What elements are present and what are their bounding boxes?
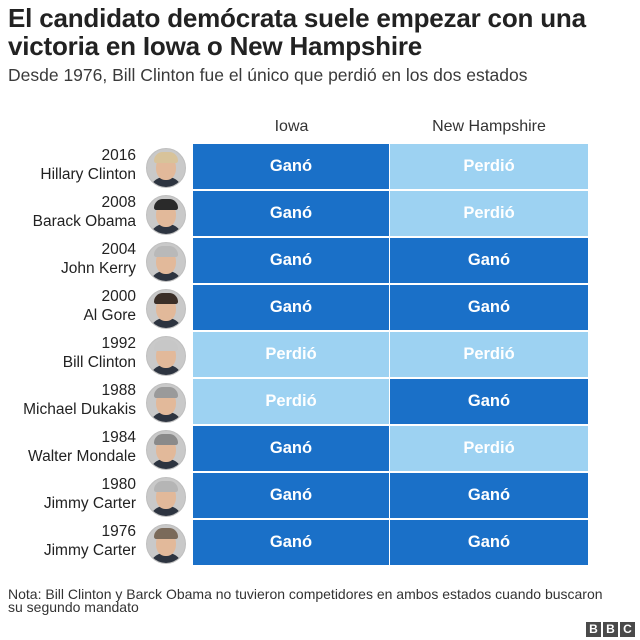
candidate-name: Barack Obama: [32, 213, 136, 230]
chart-title: El candidato demócrata suele empezar con…: [8, 3, 586, 61]
candidate-year: 1980: [101, 476, 136, 493]
candidate-year: 1984: [101, 429, 136, 446]
barack-obama-portrait: [146, 195, 186, 235]
result-cell-new-hampshire: Ganó: [390, 285, 588, 330]
michael-dukakis-portrait: [146, 383, 186, 423]
candidate-label: 1976 Jimmy Carter: [0, 522, 136, 560]
result-cell-new-hampshire: Ganó: [390, 238, 588, 283]
candidate-name: Jimmy Carter: [43, 542, 136, 559]
candidate-year: 2008: [101, 194, 136, 211]
result-cell-iowa: Ganó: [193, 191, 389, 236]
candidate-year: 1992: [101, 335, 136, 352]
result-cell-iowa: Ganó: [193, 285, 389, 330]
result-cell-new-hampshire: Ganó: [390, 379, 588, 424]
bbc-logo-letter-c: C: [620, 622, 635, 637]
result-cell-iowa: Ganó: [193, 426, 389, 471]
table-row: 2016 Hillary Clinton Ganó Perdió: [0, 144, 640, 191]
candidate-name: Bill Clinton: [62, 354, 136, 371]
table-row: 1976 Jimmy Carter Ganó Ganó: [0, 520, 640, 567]
table-row: 1980 Jimmy Carter Ganó Ganó: [0, 473, 640, 520]
result-cell-iowa: Ganó: [193, 520, 389, 565]
candidate-year: 2016: [101, 147, 136, 164]
result-cell-iowa: Ganó: [193, 238, 389, 283]
footnote: Nota: Bill Clinton y Barck Obama no tuvi…: [8, 586, 603, 615]
table-row: 1992 Bill Clinton Perdió Perdió: [0, 332, 640, 379]
result-cell-new-hampshire: Ganó: [390, 520, 588, 565]
hillary-clinton-portrait: [146, 148, 186, 188]
candidate-name: John Kerry: [61, 260, 136, 277]
candidate-name: Walter Mondale: [28, 448, 136, 465]
jimmy-carter-portrait: [146, 524, 186, 564]
candidate-label: 1992 Bill Clinton: [0, 334, 136, 372]
bbc-logo: B B C: [586, 622, 635, 637]
column-header-new-hampshire: New Hampshire: [432, 118, 546, 135]
al-gore-portrait: [146, 289, 186, 329]
result-cell-iowa: Perdió: [193, 332, 389, 377]
candidate-year: 1988: [101, 382, 136, 399]
result-cell-new-hampshire: Perdió: [390, 191, 588, 236]
table-row: 1984 Walter Mondale Ganó Perdió: [0, 426, 640, 473]
candidate-year: 1976: [101, 523, 136, 540]
candidate-name: Michael Dukakis: [23, 401, 136, 418]
result-cell-new-hampshire: Perdió: [390, 426, 588, 471]
candidate-label: 1988 Michael Dukakis: [0, 381, 136, 419]
candidate-label: 1980 Jimmy Carter: [0, 475, 136, 513]
bbc-logo-letter-b1: B: [586, 622, 601, 637]
candidate-name: Al Gore: [83, 307, 136, 324]
chart-subtitle: Desde 1976, Bill Clinton fue el único qu…: [8, 65, 528, 85]
table-row: 1988 Michael Dukakis Perdió Ganó: [0, 379, 640, 426]
candidate-label: 1984 Walter Mondale: [0, 428, 136, 466]
candidate-label: 2008 Barack Obama: [0, 193, 136, 231]
candidate-label: 2004 John Kerry: [0, 240, 136, 278]
table-row: 2008 Barack Obama Ganó Perdió: [0, 191, 640, 238]
bill-clinton-portrait: [146, 336, 186, 376]
candidate-year: 2000: [101, 288, 136, 305]
result-cell-iowa: Ganó: [193, 144, 389, 189]
result-cell-iowa: Perdió: [193, 379, 389, 424]
candidate-year: 2004: [101, 241, 136, 258]
walter-mondale-portrait: [146, 430, 186, 470]
table-row: 2004 John Kerry Ganó Ganó: [0, 238, 640, 285]
john-kerry-portrait: [146, 242, 186, 282]
candidate-label: 2016 Hillary Clinton: [0, 146, 136, 184]
column-header-iowa: Iowa: [274, 118, 309, 135]
table-row: 2000 Al Gore Ganó Ganó: [0, 285, 640, 332]
candidate-name: Jimmy Carter: [43, 495, 136, 512]
result-cell-iowa: Ganó: [193, 473, 389, 518]
bbc-logo-letter-b2: B: [603, 622, 618, 637]
result-cell-new-hampshire: Ganó: [390, 473, 588, 518]
result-cell-new-hampshire: Perdió: [390, 332, 588, 377]
candidate-name: Hillary Clinton: [40, 166, 136, 183]
jimmy-carter-portrait: [146, 477, 186, 517]
result-cell-new-hampshire: Perdió: [390, 144, 588, 189]
candidate-label: 2000 Al Gore: [0, 287, 136, 325]
